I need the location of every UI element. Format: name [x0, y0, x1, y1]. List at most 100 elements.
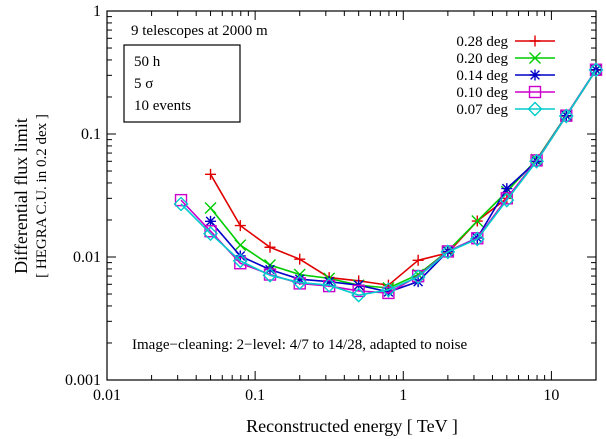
legend-marker-shape — [529, 69, 541, 81]
series-1 — [204, 63, 602, 294]
legend-label: 0.20 deg — [456, 51, 508, 67]
conditions-box — [123, 44, 241, 123]
data-point — [529, 153, 545, 169]
data-point-shape — [205, 215, 217, 227]
data-point-shape — [234, 220, 246, 232]
data-point — [382, 286, 395, 300]
data-point-shape — [292, 275, 308, 291]
data-point — [351, 287, 367, 303]
data-point — [471, 215, 484, 228]
data-point-shape — [174, 193, 188, 207]
legend-marker-shape — [529, 52, 541, 64]
data-point — [499, 192, 515, 208]
legend-marker-shape — [527, 101, 543, 117]
data-point-shape — [471, 215, 484, 228]
data-point — [469, 231, 485, 247]
data-point — [205, 215, 217, 227]
legend-entry: 0.10 deg — [456, 85, 555, 101]
legend-entry: 0.14 deg — [456, 68, 555, 84]
y-tick-label: 0.1 — [81, 126, 101, 143]
series-line — [209, 69, 597, 286]
cleaning-annotation: Image−cleaning: 2−level: 4/7 to 14/28, a… — [132, 337, 468, 353]
data-point — [232, 253, 248, 269]
data-point-shape — [558, 108, 574, 124]
x-tick-label: 0.01 — [93, 387, 121, 404]
data-point — [294, 253, 306, 265]
legend-label: 0.28 deg — [456, 34, 508, 50]
data-point — [382, 286, 394, 298]
data-point-shape — [173, 196, 189, 212]
data-point — [588, 62, 604, 78]
data-point-shape — [380, 282, 396, 298]
series-0 — [205, 64, 602, 291]
legend-marker-shape — [528, 85, 542, 99]
data-point — [410, 269, 426, 285]
data-point-shape — [352, 284, 365, 298]
plot-area-frame — [106, 10, 597, 381]
data-point — [440, 244, 456, 260]
data-point — [262, 267, 278, 283]
data-point — [501, 183, 513, 195]
data-point — [234, 250, 246, 262]
data-point-shape — [351, 287, 367, 303]
data-point — [264, 241, 276, 253]
data-point-shape — [469, 231, 485, 247]
data-point-shape — [294, 273, 306, 285]
y-tick-label: 1 — [93, 3, 101, 20]
data-point-shape — [205, 168, 217, 180]
x-tick-label: 0.1 — [245, 387, 265, 404]
data-point — [234, 220, 246, 232]
data-point-shape — [264, 241, 276, 253]
legend-marker — [527, 101, 543, 117]
legend-marker-shape — [529, 35, 541, 47]
data-point-shape — [529, 153, 545, 169]
data-point — [204, 225, 217, 238]
y-axis-title: Differential flux limit — [11, 118, 31, 274]
data-point — [294, 273, 306, 285]
data-point-shape — [501, 183, 513, 195]
series-line — [209, 69, 597, 293]
y-tick-label: 0.001 — [65, 372, 101, 389]
series-line — [180, 69, 597, 296]
data-point-shape — [440, 244, 456, 260]
legend-entry: 0.28 deg — [456, 34, 555, 50]
legend-label: 0.14 deg — [456, 68, 508, 84]
legend-label: 0.07 deg — [456, 102, 508, 118]
y-tick-label: 0.01 — [73, 249, 101, 266]
data-point — [204, 202, 217, 215]
data-point-shape — [588, 62, 604, 78]
data-point-shape — [499, 192, 515, 208]
x-tick-label: 10 — [543, 387, 559, 404]
data-point — [174, 193, 188, 207]
data-point-shape — [321, 277, 337, 293]
data-point-shape — [204, 202, 217, 215]
data-point — [323, 276, 335, 288]
data-point-shape — [234, 239, 247, 252]
data-point — [558, 108, 574, 124]
data-point — [321, 277, 337, 293]
data-point-shape — [412, 254, 424, 266]
data-point-shape — [204, 225, 217, 238]
x-axis-title: Reconstructed energy [ TeV ] — [246, 416, 458, 436]
legend-entry: 0.07 deg — [456, 101, 555, 118]
data-point-shape — [203, 226, 219, 242]
legend-marker — [529, 52, 541, 64]
data-point-shape — [262, 267, 278, 283]
data-point — [292, 275, 308, 291]
data-point-shape — [382, 286, 394, 298]
setup-annotation: 9 telescopes at 2000 m — [131, 23, 268, 39]
legend-marker — [529, 35, 541, 47]
legend-label: 0.10 deg — [456, 85, 508, 101]
data-point-shape — [232, 253, 248, 269]
conditions-line-2: 5 σ — [134, 76, 153, 92]
legend-entry: 0.20 deg — [456, 51, 555, 67]
data-point — [412, 254, 424, 266]
data-point — [205, 168, 217, 180]
data-point — [173, 196, 189, 212]
conditions-line-1: 50 h — [134, 54, 161, 70]
data-point-shape — [234, 250, 246, 262]
data-point-shape — [410, 269, 426, 285]
data-point-shape — [382, 286, 395, 300]
